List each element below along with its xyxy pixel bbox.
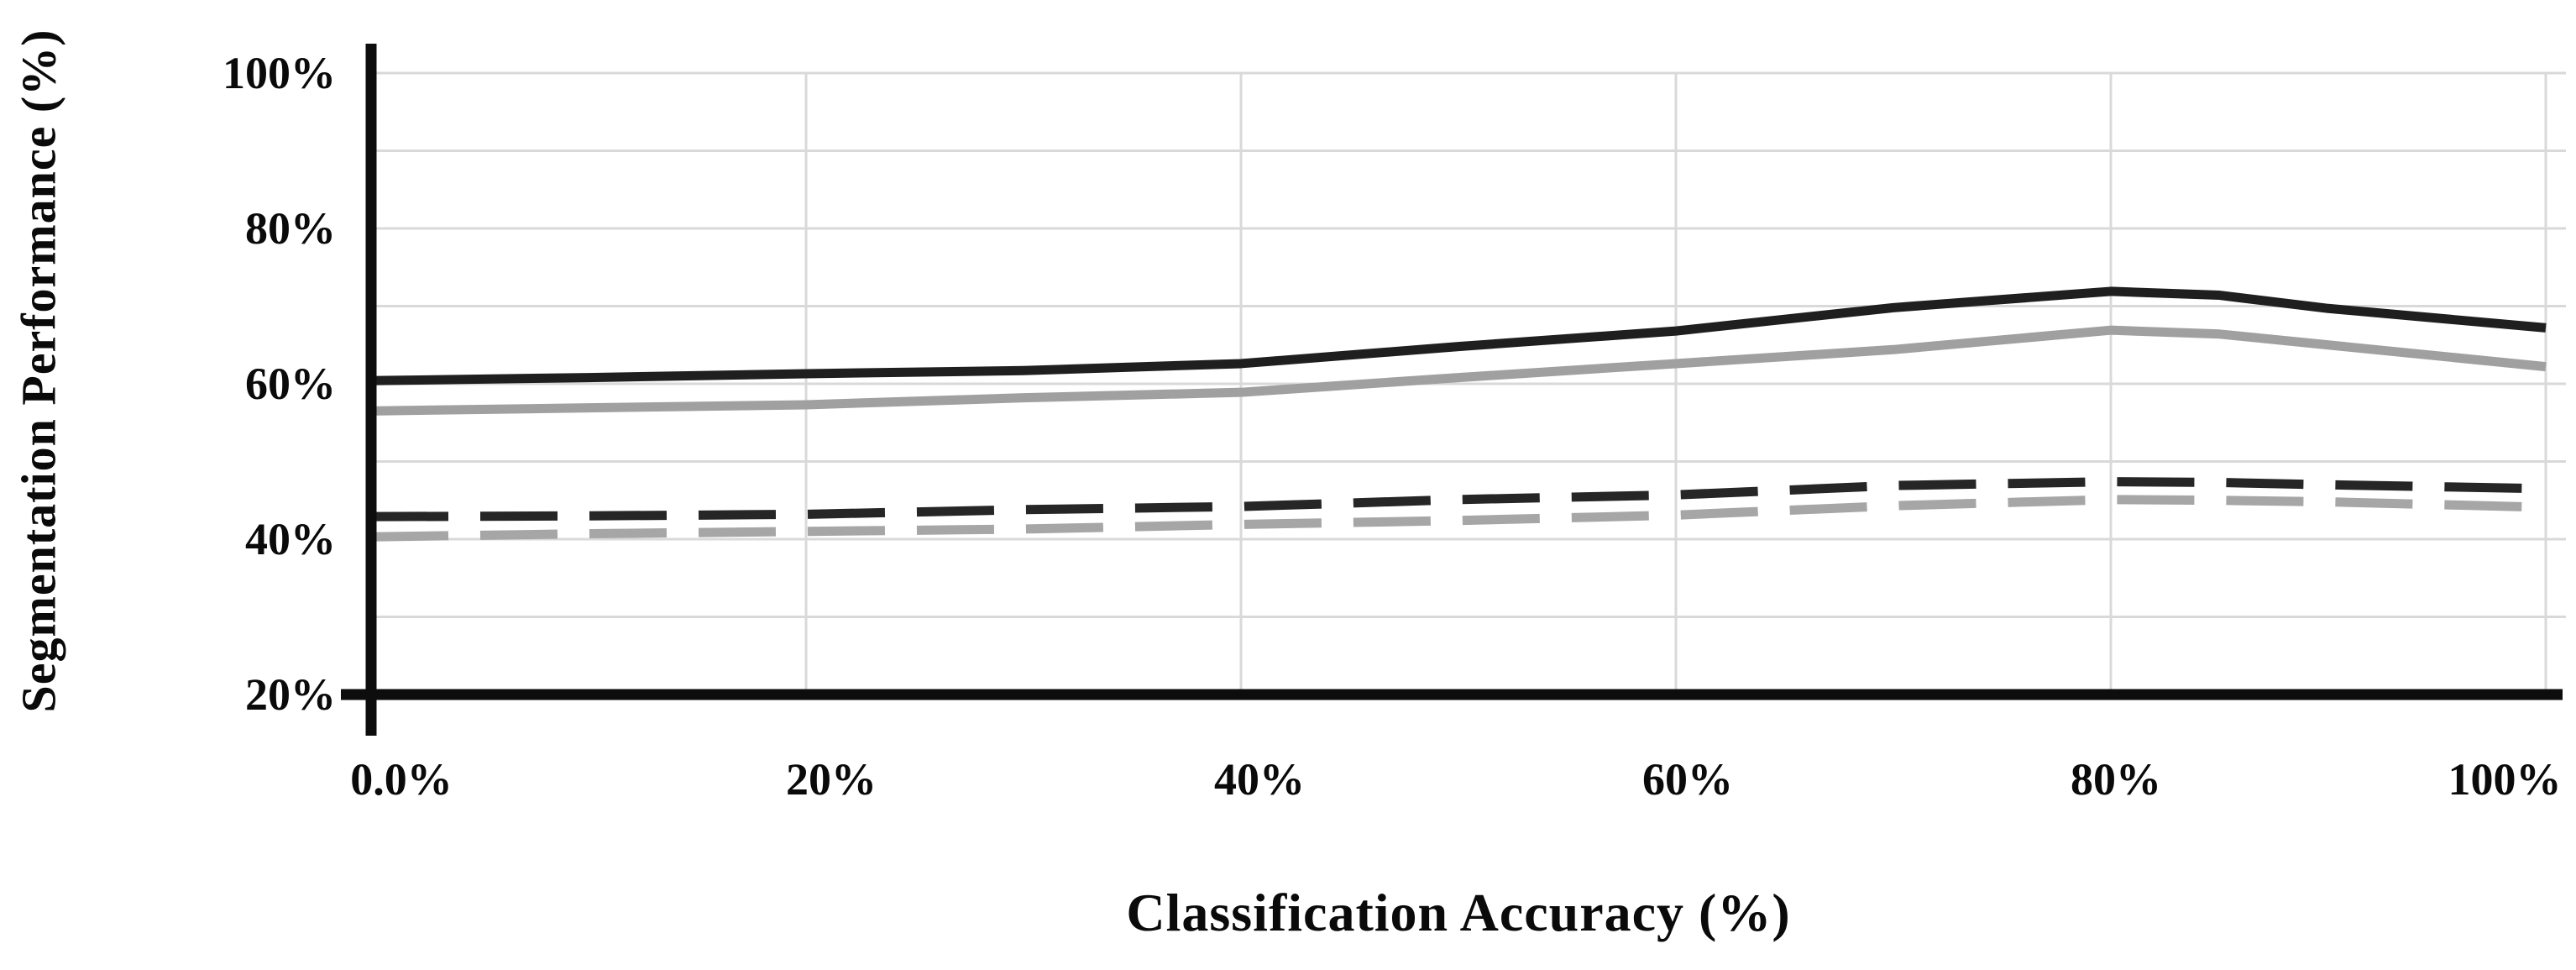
series-line-solid-gray-line — [370, 325, 2547, 416]
x-tick-label-80: 80% — [2071, 754, 2161, 805]
gridlines — [373, 71, 2566, 695]
series-lines — [370, 286, 2547, 542]
x-tick-label-60: 60% — [1642, 754, 1733, 805]
series-line-dashed-dark-line — [370, 477, 2547, 522]
y-tick-label-80: 80% — [245, 203, 336, 254]
y-tick-label-100: 100% — [223, 48, 336, 98]
y-tick-label-20: 20% — [245, 669, 336, 720]
x-tick-label-20: 20% — [786, 754, 877, 805]
x-tick-label-100: 100% — [2448, 754, 2562, 805]
series-line-solid-dark-line — [370, 286, 2547, 385]
series-line-dashed-gray-line — [370, 495, 2547, 542]
y-tick-label-60: 60% — [245, 359, 336, 409]
y-tick-label-40: 40% — [245, 514, 336, 564]
x-tick-label-40: 40% — [1214, 754, 1305, 805]
x-tick-label-0: 0.0% — [350, 754, 453, 805]
axes — [341, 44, 2563, 736]
x-axis-title: Classification Accuracy (%) — [1126, 883, 1791, 942]
